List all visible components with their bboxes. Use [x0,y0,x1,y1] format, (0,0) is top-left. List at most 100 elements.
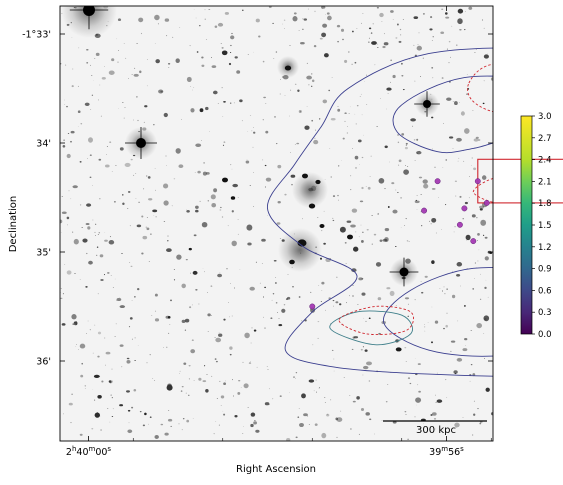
sky-source [381,420,382,421]
sky-source [131,266,133,267]
sky-source [263,317,264,318]
sky-source [205,389,208,393]
sky-source [480,299,481,300]
sky-source [234,415,237,417]
sky-source [98,234,99,235]
sky-source [253,127,254,128]
sky-source [182,429,183,430]
sky-source [167,240,169,241]
sky-source [136,43,137,44]
y-tick-label: 34' [36,139,51,150]
sky-source [96,255,97,256]
sky-source [418,391,421,393]
sky-source [163,184,168,189]
sky-source [208,331,209,332]
sky-source [388,93,389,94]
sky-source [130,226,131,227]
sky-source [101,381,103,383]
sky-source [218,333,222,336]
sky-source [92,185,93,186]
sky-source [255,430,259,433]
sky-source [413,45,414,46]
sky-source [154,380,155,381]
sky-source [90,329,91,330]
sky-source [341,29,344,32]
sky-source [455,181,457,182]
sky-source [387,384,388,385]
sky-source [406,143,408,145]
sky-source [183,363,186,365]
sky-source [472,434,473,435]
sky-source [95,235,96,236]
sky-source [342,39,344,40]
sky-source [395,246,396,247]
sky-source [337,109,340,112]
sky-source [211,315,212,316]
sky-source [374,434,375,435]
sky-source [200,108,204,112]
sky-source [133,175,134,176]
sky-source [75,7,77,9]
sky-source [328,90,330,91]
sky-source [333,300,335,301]
sky-source [222,217,223,218]
sky-source [393,75,396,78]
sky-source [415,201,420,204]
sky-source [243,426,244,427]
sky-source [366,361,372,365]
sky-source [396,305,397,306]
sky-source [62,323,66,326]
sky-source [273,58,274,59]
sky-source [232,379,233,380]
sky-source [320,38,323,40]
sky-source [80,375,83,378]
sky-source [403,19,404,20]
sky-source [185,319,189,323]
sky-source [412,126,413,127]
sky-source [238,219,239,220]
sky-source [445,379,446,380]
sky-source [350,224,356,227]
sky-source [137,120,138,121]
sky-source [179,424,180,425]
sky-source [280,79,281,80]
sky-source [128,422,129,423]
sky-source [292,267,293,268]
sky-source [331,118,336,120]
sky-source [135,173,136,174]
sky-source [133,120,134,121]
sky-source [168,419,172,422]
sky-source [294,12,297,14]
sky-source [352,64,353,65]
cluster-galaxy [289,260,295,264]
sky-source [359,434,360,435]
sky-source [377,7,379,9]
colorbar-tick-label: 1.2 [538,243,552,253]
sky-source [231,33,232,34]
sky-source [284,28,285,29]
sky-source [181,119,182,120]
sky-source [474,278,475,279]
sky-source [386,401,388,402]
sky-source [128,191,131,192]
sky-source [316,380,317,381]
sky-source [155,318,159,321]
sky-source [104,274,105,275]
sky-source [318,285,319,286]
sky-source [372,244,373,245]
sky-source [289,116,290,117]
sky-source [445,17,449,19]
sky-source [220,381,221,382]
sky-source [90,155,92,156]
sky-source [69,403,73,406]
colorbar [521,116,532,334]
sky-source [230,103,231,104]
sky-source [431,67,433,68]
sky-source [296,143,299,145]
sky-source [254,420,255,421]
sky-source [484,28,485,29]
sky-source [262,160,263,161]
sky-source [485,237,488,239]
sky-source [265,131,268,134]
sky-source [474,401,475,402]
